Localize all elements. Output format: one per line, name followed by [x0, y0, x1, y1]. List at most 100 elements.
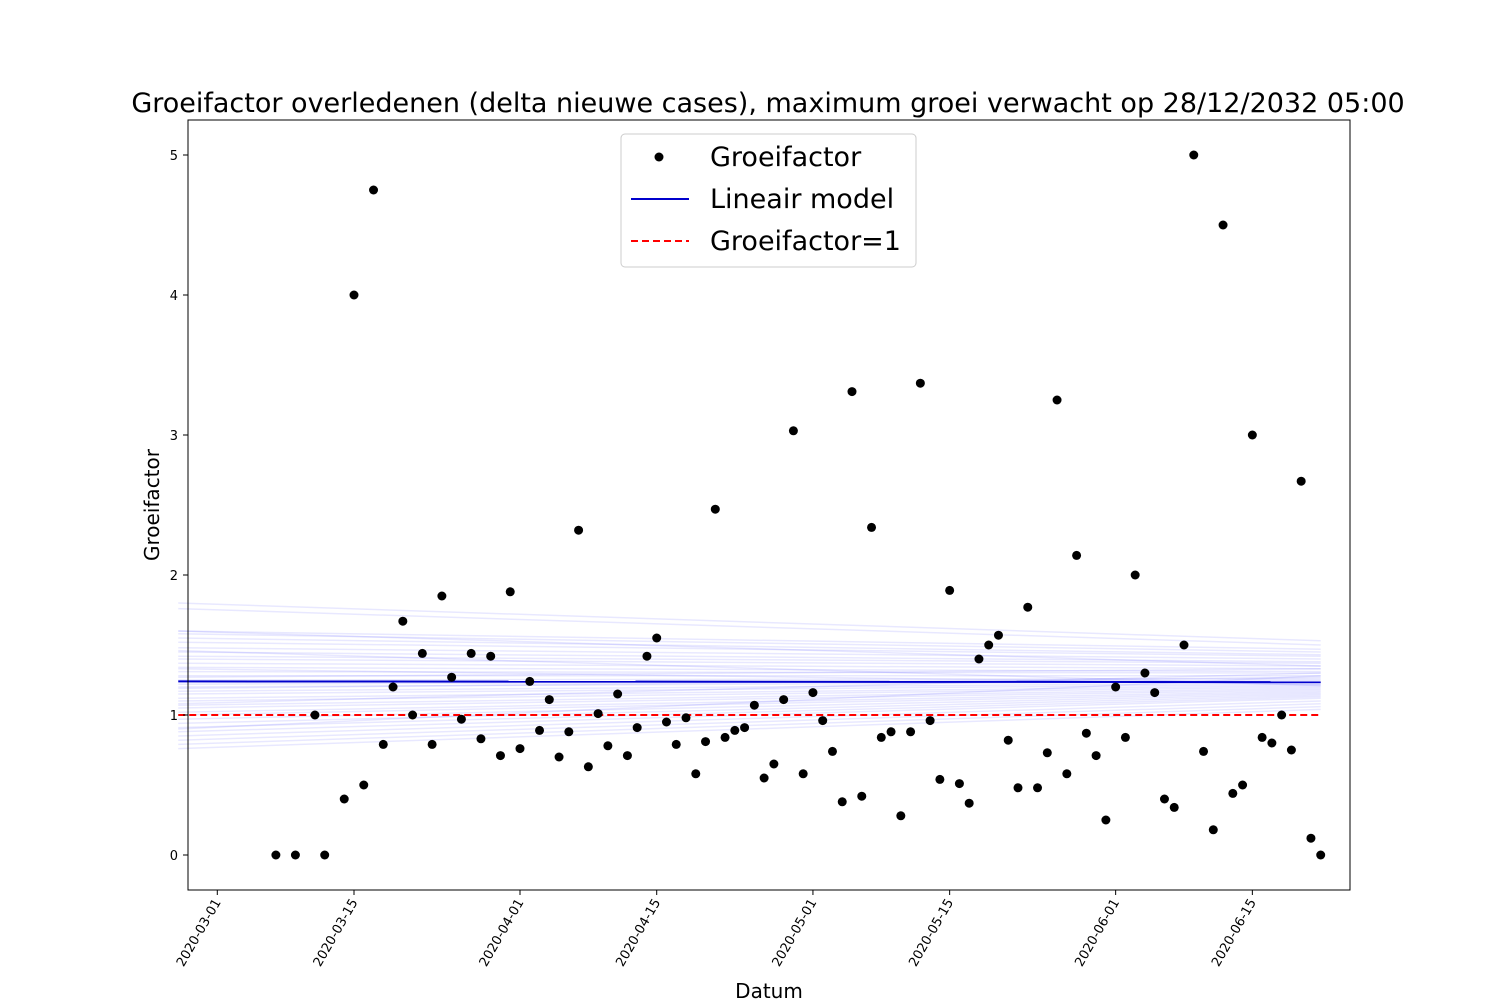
data-point — [954, 779, 964, 789]
data-point — [867, 522, 877, 532]
data-point — [349, 290, 359, 300]
data-point — [593, 709, 603, 719]
data-point — [749, 700, 759, 710]
data-point — [652, 633, 662, 643]
data-point — [554, 752, 564, 762]
data-point — [427, 739, 437, 749]
data-point — [1140, 668, 1150, 678]
data-point — [827, 746, 837, 756]
data-point — [1257, 732, 1267, 742]
data-point — [1189, 150, 1199, 160]
data-point — [378, 739, 388, 749]
data-point — [798, 769, 808, 779]
data-point — [495, 751, 505, 761]
uncertainty-line-22 — [178, 689, 1321, 709]
data-point — [1111, 682, 1121, 692]
y-tick-label: 2 — [170, 569, 178, 584]
data-point — [1013, 783, 1023, 793]
data-point — [408, 710, 418, 720]
data-point — [876, 732, 886, 742]
uncertainty-line-34 — [178, 668, 1321, 678]
data-point — [925, 716, 935, 726]
lineair-model-line — [178, 680, 1321, 684]
uncertainty-line-39 — [178, 672, 1321, 705]
data-point — [515, 744, 525, 754]
data-point — [1247, 430, 1257, 440]
uncertainty-line-36 — [178, 630, 1321, 667]
uncertainty-line-20 — [178, 686, 1321, 702]
data-point — [1296, 476, 1306, 486]
data-point — [466, 648, 476, 658]
uncertainty-line-26 — [178, 694, 1321, 725]
data-point — [915, 378, 925, 388]
data-point — [759, 773, 769, 783]
data-point — [642, 651, 652, 661]
data-point — [1150, 688, 1160, 698]
data-point — [486, 651, 496, 661]
data-point — [310, 710, 320, 720]
data-point — [535, 725, 545, 735]
legend-box — [620, 133, 917, 268]
data-point — [993, 630, 1003, 640]
data-point — [1208, 825, 1218, 835]
uncertainty-line-6 — [178, 647, 1321, 660]
data-point — [1101, 815, 1111, 825]
data-point — [1306, 833, 1316, 843]
data-point — [984, 640, 994, 650]
data-point — [1277, 710, 1287, 720]
uncertainty-line-7 — [178, 651, 1321, 663]
plot-frame — [187, 119, 1351, 891]
uncertainty-line-3 — [178, 633, 1321, 653]
data-point — [847, 387, 857, 397]
data-point — [1316, 850, 1326, 860]
data-point — [369, 185, 379, 195]
data-point — [886, 727, 896, 737]
uncertainty-line-29 — [178, 700, 1321, 737]
data-point — [1062, 769, 1072, 779]
data-point — [1120, 732, 1130, 742]
data-point — [857, 791, 867, 801]
legend-marker-groeifactor — [654, 152, 664, 162]
data-point — [359, 780, 369, 790]
uncertainty-line-0 — [178, 602, 1321, 642]
data-point — [974, 654, 984, 664]
data-point — [788, 426, 798, 436]
legend-label-lineair-model: Lineair model — [710, 184, 894, 215]
y-axis-ticks: 0 1 2 3 4 5 — [170, 149, 188, 864]
data-point — [544, 695, 554, 705]
data-point — [1072, 550, 1082, 560]
uncertainty-line-4 — [178, 637, 1321, 656]
data-point — [603, 741, 613, 751]
data-point — [661, 717, 671, 727]
data-point — [935, 774, 945, 784]
legend-label-groeifactor-1: Groeifactor=1 — [710, 226, 901, 257]
uncertainty-line-18 — [178, 683, 1321, 695]
uncertainty-line-38 — [178, 649, 1321, 687]
data-point — [564, 727, 574, 737]
data-point — [1179, 640, 1189, 650]
data-point — [417, 648, 427, 658]
data-points — [271, 150, 1326, 860]
uncertainty-line-35 — [178, 676, 1321, 690]
data-point — [779, 695, 789, 705]
data-point — [1238, 780, 1248, 790]
data-point — [740, 723, 750, 733]
data-point — [1218, 220, 1228, 230]
data-point — [476, 734, 486, 744]
y-tick-label: 0 — [170, 849, 178, 864]
uncertainty-line-17 — [178, 682, 1321, 692]
uncertainty-line-11 — [178, 666, 1321, 673]
data-point — [505, 587, 515, 597]
data-point — [818, 716, 828, 726]
uncertainty-line-8 — [178, 655, 1321, 664]
data-point — [1081, 728, 1091, 738]
uncertainty-line-30 — [178, 703, 1321, 741]
data-point — [1286, 745, 1296, 755]
reference-lines — [178, 680, 1321, 716]
uncertainty-line-28 — [178, 697, 1321, 733]
data-point — [1159, 794, 1169, 804]
data-point — [1267, 738, 1277, 748]
uncertainty-lines — [178, 602, 1321, 750]
uncertainty-line-1 — [178, 607, 1321, 646]
